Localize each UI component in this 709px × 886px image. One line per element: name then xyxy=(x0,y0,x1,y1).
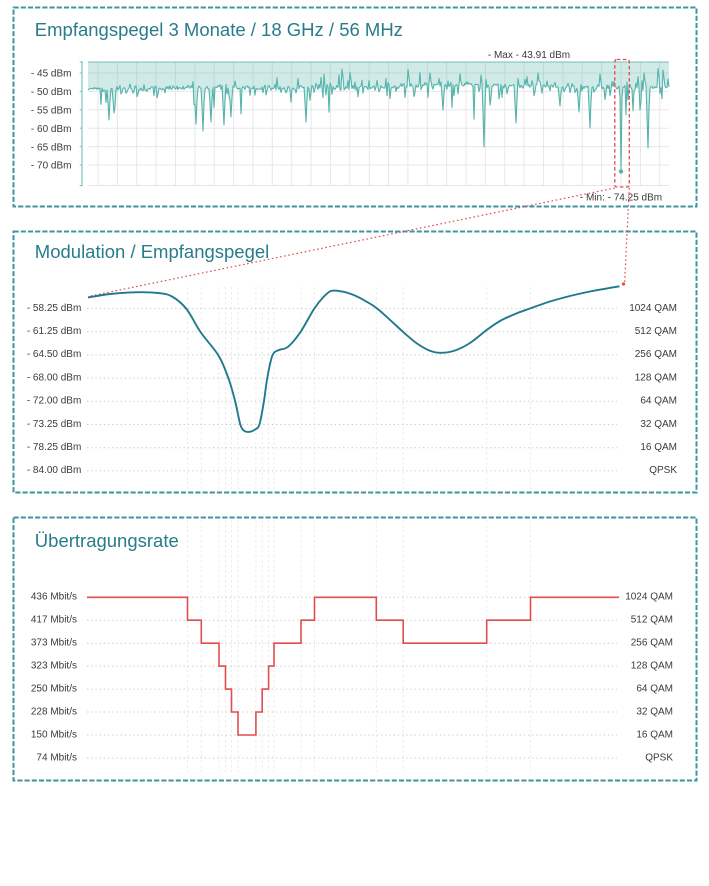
svg-text:- 78.25 dBm: - 78.25 dBm xyxy=(27,442,81,453)
svg-text:QPSK: QPSK xyxy=(649,465,677,476)
svg-text:- 55 dBm: - 55 dBm xyxy=(31,106,72,117)
svg-text:128 QAM: 128 QAM xyxy=(635,372,677,383)
svg-text:128 QAM: 128 QAM xyxy=(631,660,673,671)
svg-text:QPSK: QPSK xyxy=(645,752,673,763)
svg-text:256 QAM: 256 QAM xyxy=(635,349,677,360)
svg-text:64 QAM: 64 QAM xyxy=(640,396,677,407)
svg-text:16 QAM: 16 QAM xyxy=(640,442,677,453)
svg-text:256 QAM: 256 QAM xyxy=(631,638,673,649)
svg-text:- Min: - 74.25 dBm: - Min: - 74.25 dBm xyxy=(580,192,662,203)
svg-text:1024 QAM: 1024 QAM xyxy=(625,592,673,603)
svg-text:- 68.00 dBm: - 68.00 dBm xyxy=(27,372,81,383)
svg-text:74 Mbit/s: 74 Mbit/s xyxy=(36,752,77,763)
svg-text:- 64.50 dBm: - 64.50 dBm xyxy=(27,349,81,360)
svg-text:Übertragungsrate: Übertragungsrate xyxy=(35,530,179,551)
svg-text:- 61.25 dBm: - 61.25 dBm xyxy=(27,326,81,337)
svg-text:- 60 dBm: - 60 dBm xyxy=(31,124,72,135)
svg-text:150 Mbit/s: 150 Mbit/s xyxy=(31,729,77,740)
svg-text:436 Mbit/s: 436 Mbit/s xyxy=(31,592,77,603)
svg-text:417 Mbit/s: 417 Mbit/s xyxy=(31,615,77,626)
svg-text:323 Mbit/s: 323 Mbit/s xyxy=(31,660,77,671)
svg-text:32 QAM: 32 QAM xyxy=(636,706,673,717)
svg-text:- Max - 43.91 dBm: - Max - 43.91 dBm xyxy=(488,50,570,61)
svg-text:32 QAM: 32 QAM xyxy=(640,419,677,430)
svg-text:16 QAM: 16 QAM xyxy=(636,729,673,740)
svg-text:- 50 dBm: - 50 dBm xyxy=(31,87,72,98)
svg-text:- 70 dBm: - 70 dBm xyxy=(31,161,72,172)
svg-text:- 65 dBm: - 65 dBm xyxy=(31,142,72,153)
svg-text:- 72.00 dBm: - 72.00 dBm xyxy=(27,396,81,407)
svg-text:1024 QAM: 1024 QAM xyxy=(629,303,677,314)
svg-text:- 73.25 dBm: - 73.25 dBm xyxy=(27,419,81,430)
svg-text:512 QAM: 512 QAM xyxy=(631,615,673,626)
svg-text:- 84.00 dBm: - 84.00 dBm xyxy=(27,465,81,476)
svg-text:- 45 dBm: - 45 dBm xyxy=(31,69,72,80)
svg-text:250 Mbit/s: 250 Mbit/s xyxy=(31,683,77,694)
svg-text:373 Mbit/s: 373 Mbit/s xyxy=(31,638,77,649)
svg-text:64 QAM: 64 QAM xyxy=(636,683,673,694)
svg-text:Modulation / Empfangspegel: Modulation / Empfangspegel xyxy=(35,241,269,262)
svg-text:Empfangspegel 3 Monate / 18 GH: Empfangspegel 3 Monate / 18 GHz / 56 MHz xyxy=(35,19,403,40)
svg-text:512 QAM: 512 QAM xyxy=(635,326,677,337)
svg-text:- 58.25 dBm: - 58.25 dBm xyxy=(27,303,81,314)
svg-text:228 Mbit/s: 228 Mbit/s xyxy=(31,706,77,717)
